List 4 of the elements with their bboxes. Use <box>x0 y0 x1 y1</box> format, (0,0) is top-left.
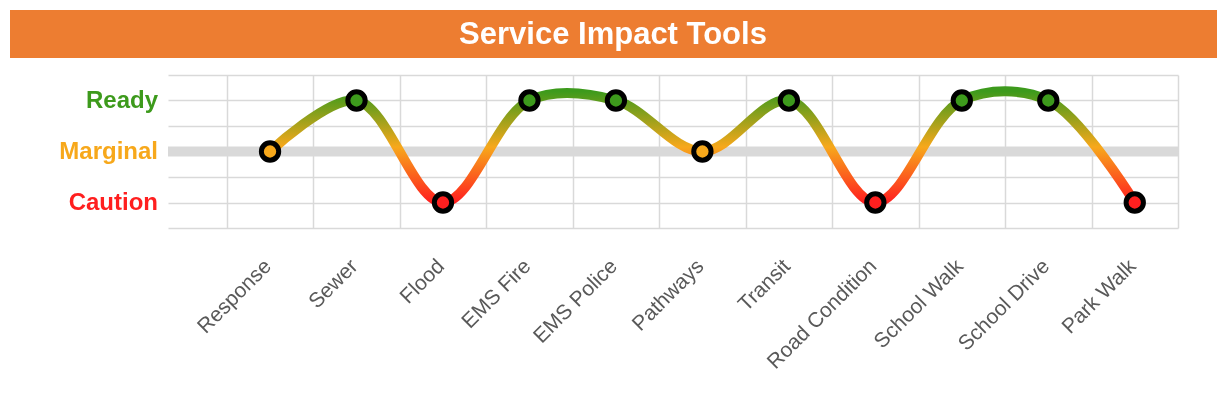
chart-title: Service Impact Tools <box>459 16 767 51</box>
text: Ready <box>85 85 159 113</box>
text: Marginal <box>59 136 158 164</box>
text: Caution <box>68 187 158 215</box>
